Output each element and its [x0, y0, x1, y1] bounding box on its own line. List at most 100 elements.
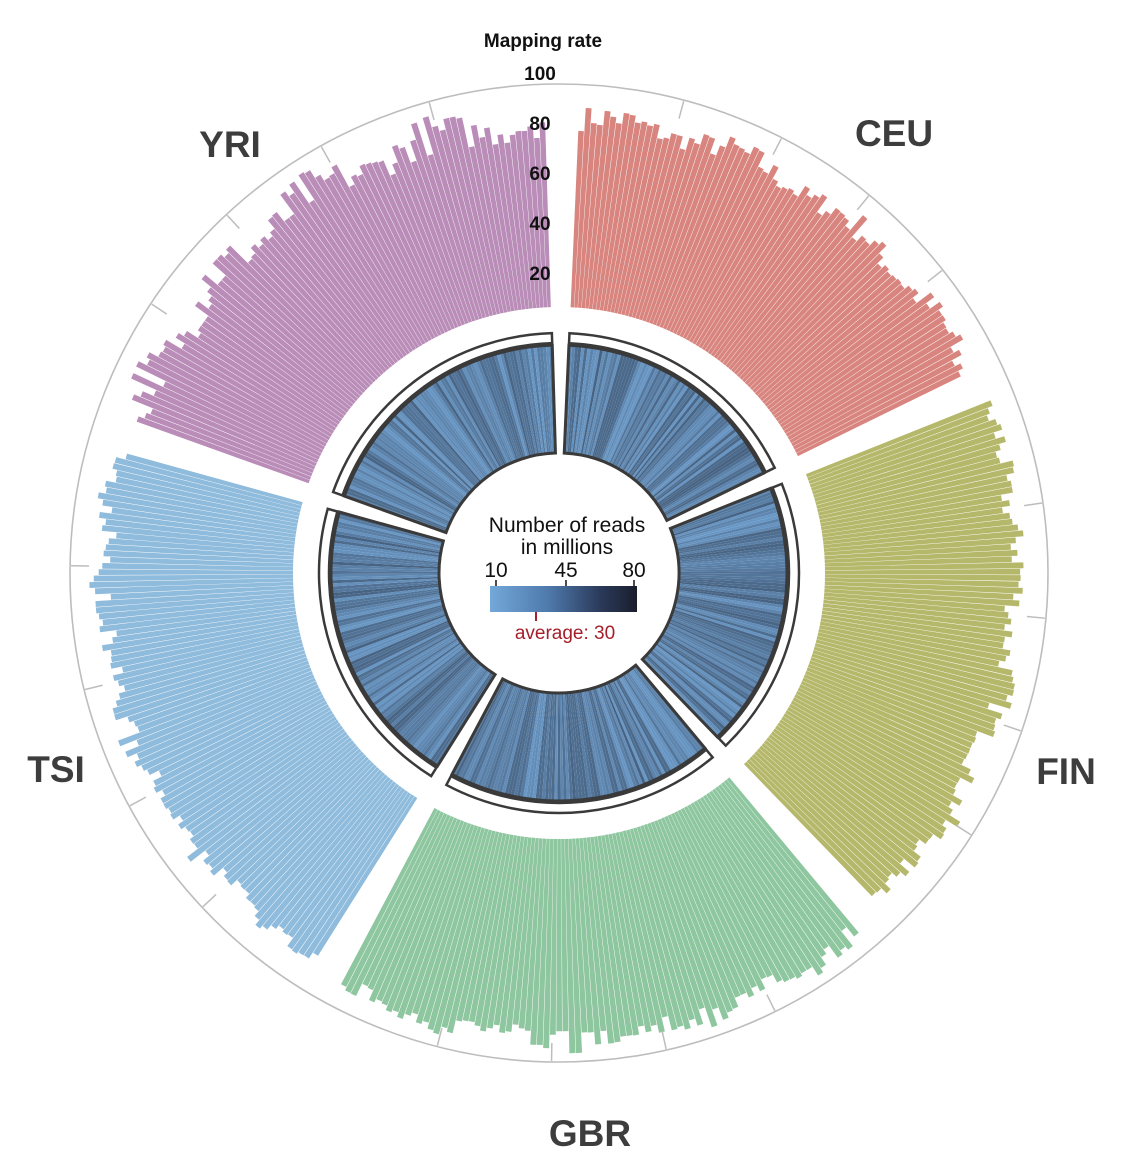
read-count-segment: [646, 416, 727, 492]
read-count-segment: [424, 669, 490, 759]
read-count-segment: [563, 692, 570, 801]
mapping-rate-bar: [823, 596, 1009, 618]
read-count-segment: [342, 610, 446, 648]
mapping-rate-bar: [608, 833, 652, 1033]
read-count-segment: [677, 539, 785, 558]
read-count-segment: [333, 533, 441, 554]
mapping-rate-bar: [824, 585, 1014, 600]
mapping-rate-bar: [190, 725, 344, 837]
axis-tick-label: 100: [524, 64, 556, 85]
read-count-segment: [496, 352, 528, 458]
read-count-segment: [664, 629, 761, 683]
read-count-segment: [645, 414, 725, 491]
read-count-segment: [600, 685, 641, 788]
read-count-segment: [623, 380, 684, 473]
read-count-segment: [644, 655, 725, 733]
read-count-segment: [571, 692, 586, 800]
read-count-segment: [381, 648, 467, 719]
read-count-segment: [436, 378, 497, 472]
read-count-segment: [660, 451, 754, 511]
mapping-rate-bar: [197, 332, 339, 428]
read-count-segment: [386, 421, 470, 495]
mapping-rate-bar: [824, 588, 1020, 607]
color-legend: Number of reads in millions 10 45 80 ave…: [484, 514, 645, 644]
mapping-rate-bar: [795, 690, 975, 784]
read-count-segment: [662, 631, 758, 688]
mapping-rate-bar: [819, 625, 1000, 667]
read-count-segment: [669, 618, 770, 663]
mapping-rate-bar: [181, 343, 333, 438]
read-count-segment: [613, 369, 666, 467]
mapping-rate-bar: [245, 761, 375, 894]
read-count-segment: [332, 585, 440, 600]
mapping-rate-bar: [664, 815, 747, 996]
mapping-rate-bar: [817, 632, 1014, 683]
read-count-segment: [400, 659, 477, 740]
read-count-segment: [535, 692, 549, 801]
read-count-segment: [615, 678, 669, 775]
axis-tick-marks: [71, 100, 1045, 1061]
mapping-rate-bar: [385, 820, 465, 1013]
read-count-segment: [368, 445, 460, 508]
read-count-segment: [654, 435, 743, 503]
mapping-rate-bar: [163, 707, 331, 809]
read-count-segment: [656, 440, 747, 505]
read-count-segment: [335, 527, 442, 551]
read-count-segment: [477, 685, 518, 788]
read-count-segment: [678, 578, 787, 587]
mapping-rate-bar: [468, 146, 508, 313]
mapping-rate-bar: [110, 585, 294, 600]
read-count-segment: [619, 675, 677, 770]
mapping-rate-bar: [588, 116, 617, 310]
mapping-rate-bar: [728, 226, 850, 371]
mapping-rate-bar: [791, 349, 962, 447]
read-count-segment: [640, 405, 716, 486]
mapping-rate-bar: [642, 133, 710, 322]
mapping-rate-bar: [269, 228, 390, 371]
read-count-segment: [398, 658, 476, 737]
sector-tick: [436, 1027, 443, 1046]
mapping-rate-bar: [775, 301, 944, 422]
population-label-tsi: TSI: [27, 749, 85, 790]
read-count-segment: [649, 650, 733, 724]
legend-tick-label: 10: [484, 559, 507, 582]
mapping-rate-bar: [134, 681, 318, 768]
read-count-segment: [347, 484, 449, 528]
read-count-segment: [643, 411, 723, 490]
mapping-rate-bar: [796, 371, 961, 457]
mapping-rate-bar: [136, 416, 310, 484]
read-count-segment: [607, 364, 654, 464]
read-count-segment: [412, 664, 484, 750]
read-count-segment: [595, 355, 631, 460]
read-count-segment: [678, 552, 787, 564]
mapping-rate-bar: [629, 828, 691, 1030]
read-count-segment: [631, 391, 700, 479]
read-count-segment: [397, 409, 476, 489]
mapping-rate-bar: [251, 253, 376, 383]
mapping-rate-bar: [809, 660, 996, 731]
read-count-segment: [334, 593, 442, 615]
read-count-segment: [404, 403, 479, 485]
read-count-segment: [666, 624, 765, 674]
read-count-segment: [358, 461, 455, 516]
read-count-segment: [675, 598, 782, 624]
read-count-segment: [350, 478, 450, 525]
mapping-rate-bar: [221, 275, 361, 399]
read-count-segment: [357, 629, 454, 683]
mapping-rate-bar: [427, 828, 489, 1031]
mapping-rate-bar: [391, 144, 466, 326]
read-count-segment: [606, 682, 652, 783]
read-count-segment: [471, 683, 515, 785]
read-count-segment: [356, 464, 454, 518]
mapping-rate-bar: [704, 194, 812, 353]
mapping-rate-bar: [102, 499, 297, 535]
read-count-segment: [368, 639, 460, 702]
mapping-rate-bar: [549, 838, 558, 1035]
read-count-segment: [674, 602, 780, 633]
mapping-rate-bar: [184, 330, 337, 431]
mapping-rate-bar: [763, 740, 919, 868]
read-count-segment: [678, 570, 787, 575]
read-count-segment: [656, 641, 746, 707]
mapping-rate-bar: [824, 577, 1019, 588]
mapping-rate-bar: [208, 743, 357, 869]
